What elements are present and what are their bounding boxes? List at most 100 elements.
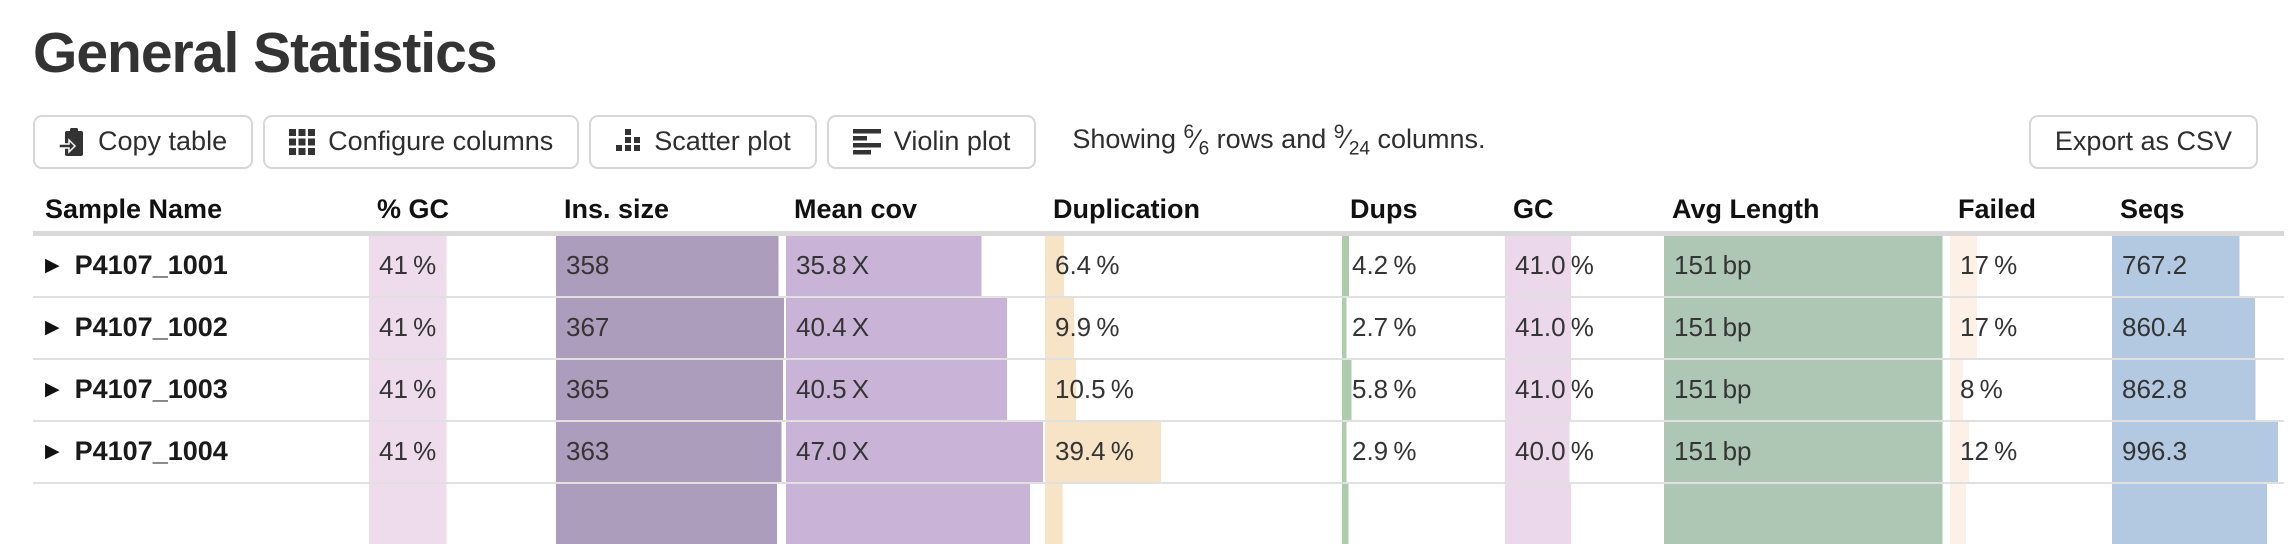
cell-mean-cov: 35.8 X — [784, 235, 1043, 296]
cell-dups: 2.7 % — [1340, 297, 1503, 358]
rows-columns-summary: Showing 6⁄6 rows and 9⁄24 columns. — [1072, 122, 1486, 160]
cell-value: 363 — [566, 436, 610, 467]
cell-dups — [1340, 483, 1503, 544]
cell-value: 358 — [566, 250, 610, 281]
cell-value: 151 bp — [1674, 312, 1752, 343]
cell-sample-name: ▶ P4107_1004 — [33, 421, 367, 482]
cell-failed: 17 % — [1948, 235, 2110, 296]
copy-table-button[interactable]: Copy table — [33, 114, 254, 169]
table-row: ▶ P4107_1001 41 % 358 35.8 X 6.4 % 4.2 % 41.0 %… — [33, 235, 2284, 296]
column-header-avg-length[interactable]: Avg Length — [1672, 194, 1820, 225]
cell-avg-length — [1662, 483, 1948, 544]
cell-gc: 41.0 % — [1503, 235, 1662, 296]
cell-failed: 17 % — [1948, 297, 2110, 358]
configure-columns-button[interactable]: Configure columns — [263, 114, 580, 169]
column-header-duplication[interactable]: Duplication — [1053, 194, 1200, 225]
cell-sample-name: ▶ P4107_1001 — [33, 235, 367, 296]
cell-value: 4.2 % — [1352, 250, 1417, 281]
cell-value: 41.0 % — [1515, 374, 1594, 405]
cell-value: 40.0 % — [1515, 436, 1594, 467]
table-row: ▶ P4107_1003 41 % 365 40.5 X 10.5 % 5.8 % 41.0 … — [33, 357, 2284, 420]
column-header-sample-name[interactable]: Sample Name — [45, 194, 223, 225]
column-header-seqs[interactable]: Seqs — [2120, 194, 2185, 225]
cell-value: 10.5 % — [1055, 374, 1134, 405]
cell-value: 40.4 X — [796, 312, 870, 343]
cell-value: 41 % — [379, 436, 437, 467]
cell-value: 41.0 % — [1515, 250, 1594, 281]
cell-avg-length: 151 bp — [1662, 421, 1948, 482]
cell-failed: 12 % — [1948, 421, 2110, 482]
export-csv-button[interactable]: Export as CSV — [2028, 114, 2258, 169]
column-header-mean-cov[interactable]: Mean cov — [794, 194, 918, 225]
cell-value: 365 — [566, 374, 610, 405]
cell-sample-name: ▶ P4107_1003 — [33, 359, 367, 420]
cell-gc: 41 % — [367, 421, 554, 482]
cell-mean-cov: 40.4 X — [784, 297, 1043, 358]
cell-gc: 41 % — [367, 297, 554, 358]
columns-fraction: 9⁄24 — [1333, 122, 1370, 160]
cell-value: 151 bp — [1674, 250, 1752, 281]
table-row: ▶ P4107_1004 41 % 363 47.0 X 39.4 % 2.9 % 40.0 … — [33, 419, 2284, 482]
page-title: General Statistics — [33, 21, 498, 85]
cell-value: 41 % — [379, 250, 437, 281]
sample-name: P4107_1001 — [74, 250, 228, 281]
violin-plot-button[interactable]: Violin plot — [826, 114, 1037, 169]
cell-seqs: 996.3 — [2110, 421, 2284, 482]
cell-value: 8 % — [1960, 374, 2003, 405]
cell-gc: 41 % — [367, 235, 554, 296]
cell-value: 47.0 X — [796, 436, 870, 467]
cell-value: 35.8 X — [796, 250, 870, 281]
column-header-dups[interactable]: Dups — [1350, 194, 1418, 225]
column-header-gc[interactable]: GC — [1513, 194, 1554, 225]
cell-value: 860.4 — [2122, 312, 2188, 343]
button-label: Copy table — [98, 126, 228, 157]
cell-ins-size — [554, 483, 784, 544]
header-divider — [33, 230, 2284, 236]
cell-duplication: 10.5 % — [1043, 359, 1340, 420]
cell-value: 17 % — [1960, 250, 2018, 281]
button-label: Scatter plot — [654, 126, 791, 157]
row-expand-icon[interactable]: ▶ — [45, 441, 60, 463]
column-header-ins-size[interactable]: Ins. size — [564, 194, 670, 225]
cell-mean-cov — [784, 483, 1043, 544]
cell-value: 151 bp — [1674, 374, 1752, 405]
clipboard-icon — [59, 127, 85, 157]
cell-value: 41 % — [379, 374, 437, 405]
cell-avg-length: 151 bp — [1662, 359, 1948, 420]
cell-value: 17 % — [1960, 312, 2018, 343]
cell-sample-name: ▶ P4107_1002 — [33, 297, 367, 358]
table-header-row: Sample Name % GC Ins. size Mean cov Duplicat… — [33, 189, 2284, 231]
rows-fraction: 6⁄6 — [1183, 122, 1210, 160]
row-expand-icon[interactable]: ▶ — [45, 317, 60, 339]
cell-avg-length: 151 bp — [1662, 297, 1948, 358]
cell-value: 6.4 % — [1055, 250, 1120, 281]
button-label: Configure columns — [328, 126, 554, 157]
cell-gc: 41 % — [367, 359, 554, 420]
toolbar: Copy table Configure columns Scatter plo… — [33, 114, 2258, 169]
column-header-failed[interactable]: Failed — [1958, 194, 2037, 225]
cell-value: 12 % — [1960, 436, 2018, 467]
sample-name: P4107_1002 — [74, 312, 228, 343]
cell-duplication — [1043, 483, 1340, 544]
cell-gc: 41.0 % — [1503, 359, 1662, 420]
cell-gc: 40.0 % — [1503, 421, 1662, 482]
cell-value: 2.9 % — [1352, 436, 1417, 467]
scatter-plot-button[interactable]: Scatter plot — [589, 114, 817, 169]
row-expand-icon[interactable]: ▶ — [45, 379, 60, 401]
cell-value: 9.9 % — [1055, 312, 1120, 343]
row-expand-icon[interactable]: ▶ — [45, 255, 60, 277]
table-body: ▶ P4107_1001 41 % 358 35.8 X 6.4 % 4.2 % 41.0 %… — [33, 235, 2284, 544]
table-row — [33, 481, 2284, 544]
cell-value: 996.3 — [2122, 436, 2188, 467]
cell-ins-size: 365 — [554, 359, 784, 420]
cell-mean-cov: 47.0 X — [784, 421, 1043, 482]
column-header-gc[interactable]: % GC — [377, 194, 450, 225]
cell-failed — [1948, 483, 2110, 544]
scatter-icon — [615, 128, 641, 155]
cell-gc — [1503, 483, 1662, 544]
button-label: Violin plot — [893, 126, 1011, 157]
cell-value: 39.4 % — [1055, 436, 1134, 467]
cell-value: 367 — [566, 312, 610, 343]
cell-dups: 2.9 % — [1340, 421, 1503, 482]
cell-duplication: 9.9 % — [1043, 297, 1340, 358]
